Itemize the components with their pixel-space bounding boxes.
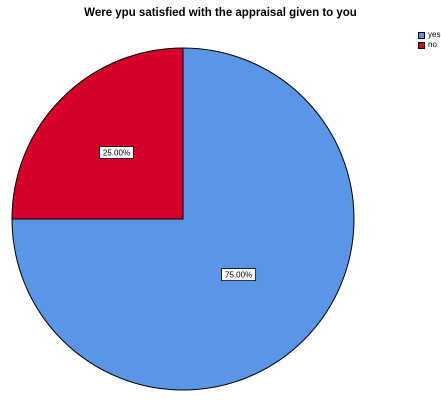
pie-slice-yes xyxy=(11,47,355,391)
slice-label-box xyxy=(221,268,257,282)
pie-slice-no xyxy=(11,47,184,220)
slice-label-text: 75.00% xyxy=(225,271,252,280)
chart-title: Were ypu satisfied with the appraisal gi… xyxy=(84,7,357,19)
legend-label-yes: yes xyxy=(428,30,441,39)
legend-swatch-no xyxy=(418,42,425,49)
slice-label-box xyxy=(99,146,134,159)
slice-label-text: 25.00% xyxy=(103,148,130,157)
legend-swatch-yes xyxy=(418,32,425,39)
legend-label-no: no xyxy=(428,40,437,49)
slice-label-no: 25.00% xyxy=(99,146,134,159)
slice-label-yes: 75.00% xyxy=(221,268,257,282)
